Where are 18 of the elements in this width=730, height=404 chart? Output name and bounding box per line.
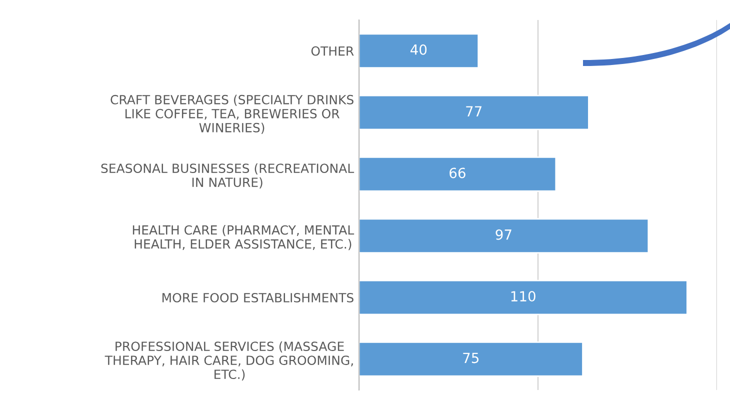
bar bbox=[359, 33, 480, 68]
data-label: 40 bbox=[410, 44, 427, 55]
y-tick-label: PROFESSIONAL SERVICES (MASSAGE THERAPY, HAIR CARE, DOG GROOMING, ETC.) bbox=[104, 341, 353, 381]
y-tick-label: SEASONAL BUSINESSES (RECREATIONAL IN NATURE) bbox=[101, 163, 354, 189]
bar bbox=[359, 280, 688, 316]
bar bbox=[359, 342, 584, 377]
y-tick-label: MORE FOOD ESTABLISHMENTS bbox=[162, 292, 354, 302]
data-label: 75 bbox=[463, 352, 478, 364]
bar bbox=[359, 218, 650, 254]
y-tick-label: OTHER bbox=[311, 46, 354, 56]
bar bbox=[359, 94, 590, 130]
y-tick-label: HEALTH CARE (PHARMACY, MENTAL HEALTH, ELDER ASSISTANCE, ETC.) bbox=[132, 225, 354, 250]
bar bbox=[359, 156, 557, 192]
data-label: 97 bbox=[496, 229, 512, 240]
data-label: 110 bbox=[511, 291, 536, 302]
y-tick-label: CRAFT BEVERAGES (SPECIALTY DRINKS LIKE COFFEE, TEA, BREWERIES OR WINERIES) bbox=[110, 94, 354, 134]
data-label: 66 bbox=[450, 168, 466, 178]
data-label: 77 bbox=[466, 106, 482, 116]
